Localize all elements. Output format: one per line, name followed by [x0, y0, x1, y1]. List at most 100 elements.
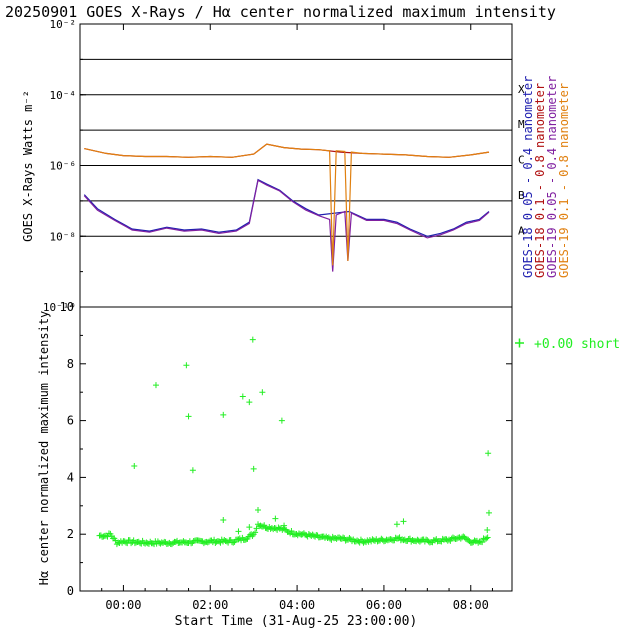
- x-axis-label: Start Time (31-Aug-25 23:00:00): [175, 614, 418, 629]
- halpha-point: [259, 389, 266, 396]
- goes-y-tick-label: 10⁻⁴: [50, 89, 77, 102]
- halpha-point: [275, 524, 282, 531]
- halpha-point: [323, 533, 330, 540]
- halpha-point: [235, 528, 242, 535]
- halpha-y-tick-label: 2: [67, 527, 74, 541]
- goes-panel: 10⁻¹⁰ 10⁻⁸ 10⁻⁶ 10⁻⁴ 10⁻² A B C M X GOES X-Rays …: [21, 18, 571, 314]
- halpha-point: [272, 515, 279, 522]
- halpha-x-ticks: 00:00 02:00 04:00 06:00 08:00: [101, 24, 493, 612]
- halpha-point: [370, 537, 377, 544]
- halpha-point: [346, 534, 353, 541]
- halpha-legend-label: +0.00 short: [534, 337, 620, 352]
- x-tick-label: 04:00: [279, 598, 315, 612]
- goes-gridlines: [80, 58, 512, 237]
- halpha-point: [360, 539, 367, 546]
- halpha-point: [220, 517, 227, 523]
- halpha-plot-frame: [79, 306, 513, 592]
- x-tick-label: 08:00: [453, 598, 489, 612]
- halpha-legend: +0.00 short: [515, 337, 620, 352]
- halpha-point: [431, 537, 438, 544]
- halpha-point: [151, 541, 158, 548]
- halpha-point: [342, 537, 349, 544]
- halpha-point: [185, 413, 192, 420]
- halpha-y-ticks: 0 2 4 6 8 10: [60, 300, 512, 598]
- halpha-point: [252, 529, 259, 536]
- halpha-point: [183, 362, 190, 369]
- halpha-point: [223, 538, 230, 545]
- x-tick-label: 06:00: [366, 598, 402, 612]
- goes-series-line: [84, 143, 490, 158]
- halpha-point: [483, 535, 490, 542]
- halpha-point: [484, 534, 491, 541]
- halpha-point: [393, 521, 400, 528]
- halpha-point: [131, 540, 138, 547]
- halpha-point: [278, 417, 285, 424]
- x-tick-label: 02:00: [192, 598, 228, 612]
- halpha-point: [172, 538, 179, 545]
- halpha-point: [465, 536, 472, 543]
- goes-series-line: [84, 143, 490, 266]
- halpha-point: [263, 525, 270, 532]
- halpha-point: [221, 537, 228, 544]
- goes-class-label: M: [518, 118, 525, 131]
- halpha-point: [250, 465, 257, 472]
- halpha-point: [329, 533, 336, 540]
- halpha-point: [484, 526, 491, 533]
- halpha-point: [230, 539, 237, 546]
- goes-legend-entry: GOES-19 0.1 - 0.8 nanometer: [557, 83, 571, 278]
- halpha-point: [382, 537, 389, 544]
- halpha-point: [246, 524, 253, 531]
- halpha-point: [157, 540, 164, 547]
- halpha-point: [152, 382, 159, 389]
- goes-legend-entry: GOES-19 0.05 - 0.4 nanometer: [545, 76, 559, 278]
- halpha-point: [446, 536, 453, 543]
- x-tick-label: 00:00: [105, 598, 141, 612]
- halpha-point: [217, 539, 224, 546]
- halpha-point: [160, 540, 167, 547]
- halpha-point: [401, 536, 408, 543]
- halpha-scatter-points: [96, 336, 492, 548]
- halpha-point: [220, 411, 227, 418]
- halpha-legend-marker: [515, 338, 524, 348]
- halpha-point: [384, 537, 391, 544]
- halpha-point: [255, 507, 262, 514]
- halpha-point: [324, 534, 331, 541]
- goes-y-tick-label: 10⁻²: [50, 18, 77, 31]
- halpha-point: [388, 536, 395, 543]
- halpha-point: [270, 526, 277, 533]
- halpha-point: [475, 539, 482, 546]
- chart-title: 20250901 GOES X-Rays / Hα center normali…: [5, 3, 556, 21]
- halpha-point: [235, 536, 242, 543]
- halpha-point: [105, 530, 112, 537]
- halpha-point: [170, 539, 177, 546]
- goes-series-line: [83, 179, 490, 272]
- halpha-point: [189, 467, 196, 474]
- halpha-point: [182, 539, 189, 546]
- goes-y-tick-label: 10⁻⁸: [50, 230, 77, 243]
- halpha-point: [200, 540, 207, 547]
- halpha-point: [479, 539, 486, 546]
- goes-legend-entry: GOES-18 0.1 - 0.8 nanometer: [533, 83, 547, 278]
- halpha-point: [249, 336, 256, 343]
- halpha-point: [400, 518, 407, 525]
- halpha-point: [131, 463, 138, 470]
- halpha-point: [147, 538, 154, 545]
- halpha-point: [246, 399, 253, 406]
- halpha-point: [338, 535, 345, 542]
- goes-legend-entry: GOES-18 0.05 - 0.4 nanometer: [521, 76, 535, 278]
- goes-flare-class-labels: A B C M X: [518, 83, 525, 238]
- halpha-point: [180, 538, 187, 545]
- halpha-point: [485, 450, 492, 457]
- halpha-y-tick-label: 4: [67, 470, 74, 484]
- halpha-panel: 0 2 4 6 8 10 00:00 02:00 04:00 06:00 08:00 Hα cen…: [37, 24, 620, 629]
- halpha-point: [143, 539, 150, 546]
- goes-y-tick-labels: 10⁻¹⁰ 10⁻⁸ 10⁻⁶ 10⁻⁴ 10⁻²: [43, 18, 86, 314]
- goes-class-label: B: [518, 189, 525, 202]
- halpha-y-axis-label: Hα center normalized maximum intensity: [37, 311, 51, 586]
- goes-class-label: C: [518, 154, 525, 167]
- halpha-point: [288, 528, 295, 535]
- goes-series-line: [83, 178, 490, 237]
- halpha-point: [485, 509, 492, 516]
- halpha-point: [239, 393, 246, 400]
